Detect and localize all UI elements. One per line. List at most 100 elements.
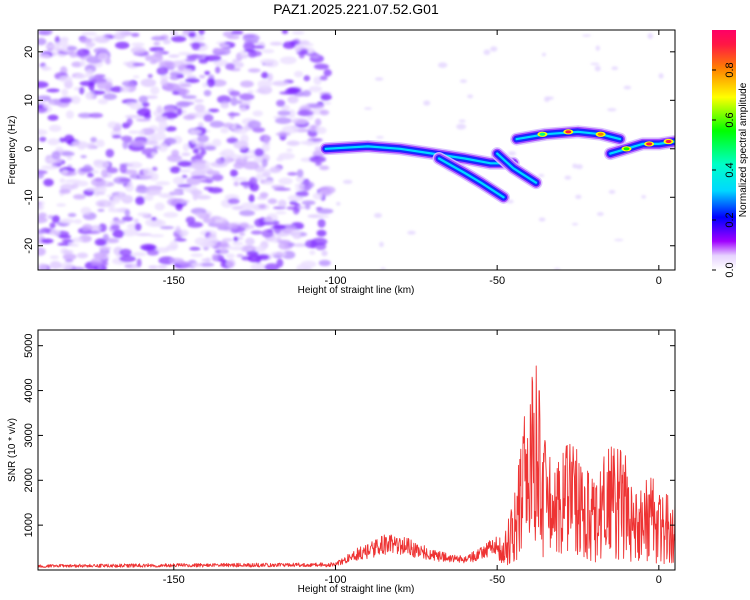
noise-blob (287, 172, 298, 176)
noise-blob (219, 258, 228, 263)
noise-blob (294, 70, 304, 78)
noise-blob (191, 42, 201, 51)
noise-blob (138, 129, 145, 136)
snr-frame (37, 329, 676, 571)
noise-blob (319, 109, 330, 116)
noise-blob (260, 204, 267, 210)
noise-blob (66, 155, 73, 161)
noise-blob (163, 106, 176, 114)
noise-blob (276, 99, 286, 107)
noise-blob (319, 75, 328, 81)
noise-blob (181, 174, 188, 179)
colorbar-tick-label: 0.0 (724, 262, 736, 277)
ridge-line (515, 130, 622, 141)
noise-blob (203, 114, 214, 122)
noise-blob (231, 30, 244, 35)
noise-blob (254, 218, 265, 228)
noise-blob (553, 267, 561, 270)
noise-blob (170, 35, 187, 43)
noise-blob (86, 143, 96, 150)
noise-blob (81, 223, 93, 232)
noise-blob (233, 162, 244, 169)
noise-blob (456, 123, 467, 130)
noise-blob (136, 184, 147, 190)
noise-blob (96, 186, 107, 194)
noise-blob (71, 237, 84, 243)
noise-blob (247, 120, 262, 129)
noise-blob (136, 258, 142, 268)
noise-blob (564, 175, 572, 180)
noise-blob (281, 30, 289, 35)
noise-blob (60, 183, 75, 191)
snr-panel: -150 -100 -50 0 1000 2000 3000 4000 5000 Height… (7, 329, 676, 595)
spectrogram-y-axis-label: Frequency (Hz) (7, 116, 18, 185)
noise-blob (254, 148, 264, 157)
noise-blob (133, 218, 139, 223)
noise-blob (239, 222, 249, 229)
noise-blob (131, 32, 140, 37)
noise-blob (182, 68, 193, 76)
noise-blob (291, 117, 309, 125)
spectrogram-y-tick-label: 20 (23, 46, 35, 58)
noise-blob (64, 259, 74, 263)
noise-blob (175, 225, 181, 234)
noise-blob (112, 229, 125, 239)
noise-blob (323, 69, 332, 77)
noise-blob (79, 60, 86, 67)
noise-blob (232, 241, 244, 246)
noise-blob (148, 265, 158, 269)
noise-blob (287, 95, 299, 104)
noise-blob (269, 41, 283, 46)
noise-blob (73, 194, 86, 200)
noise-blob (202, 218, 216, 224)
spectrogram-y-tick-label: -20 (23, 238, 35, 254)
noise-blob (105, 58, 111, 65)
spectrogram-y-tick-label: 0 (23, 146, 35, 152)
spectrogram-x-tick-label: -50 (489, 275, 505, 287)
noise-blob (264, 263, 280, 270)
noise-blob (215, 41, 226, 45)
noise-blob (151, 152, 157, 157)
noise-blob (97, 98, 109, 105)
noise-blob (233, 181, 239, 187)
noise-blob (61, 88, 69, 96)
noise-blob (269, 166, 282, 173)
noise-blob (316, 214, 330, 219)
noise-blob (590, 62, 600, 66)
noise-blob (76, 48, 90, 57)
noise-blob (151, 132, 167, 141)
noise-blob (157, 264, 168, 269)
noise-blob (204, 55, 222, 62)
noise-blob (581, 34, 592, 37)
noise-blob (161, 194, 173, 199)
noise-blob (46, 88, 60, 93)
noise-blob (49, 255, 59, 260)
noise-blob (255, 255, 262, 264)
noise-blob (459, 79, 468, 83)
noise-blob (191, 262, 203, 268)
noise-blob (193, 99, 204, 103)
noise-blob (202, 82, 208, 88)
noise-blob (270, 251, 287, 257)
snr-x-axis-label: Height of straight line (km) (298, 584, 415, 595)
noise-blob (128, 130, 140, 134)
noise-blob (309, 250, 316, 255)
noise-blob (121, 80, 135, 87)
noise-blob (179, 169, 191, 173)
noise-blob (145, 188, 162, 196)
noise-blob (78, 86, 85, 95)
noise-blob (255, 173, 264, 181)
noise-blob (38, 30, 53, 36)
noise-blob (261, 158, 268, 168)
noise-blob (374, 77, 384, 81)
noise-blob (294, 183, 305, 188)
noise-blob (59, 97, 73, 104)
noise-blob (169, 190, 182, 195)
noise-blob (289, 200, 298, 205)
noise-blob (233, 140, 249, 150)
noise-blob (110, 224, 120, 231)
noise-blob (249, 182, 260, 192)
noise-blob (295, 190, 309, 197)
noise-blob (62, 250, 74, 254)
noise-blob (291, 30, 305, 35)
